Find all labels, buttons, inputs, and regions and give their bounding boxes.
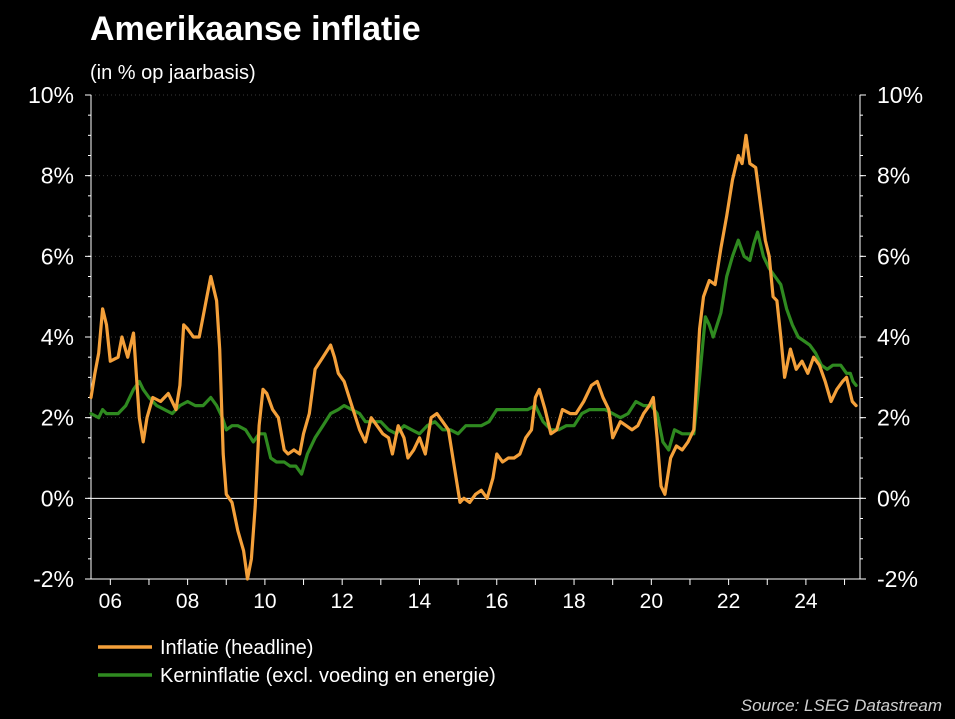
- axes: [85, 94, 866, 585]
- x-tick-label: 16: [485, 590, 508, 613]
- y-tick-label-left: -2%: [33, 566, 74, 592]
- x-tick-label: 18: [562, 590, 585, 613]
- x-tick-label: 08: [176, 590, 199, 613]
- y-tick-label-right: -2%: [877, 566, 918, 592]
- chart-subtitle: (in % op jaarbasis): [90, 62, 256, 84]
- series-line-headline: [89, 133, 858, 581]
- x-tick-label: 20: [640, 590, 663, 613]
- y-tick-label-right: 0%: [877, 485, 910, 511]
- y-axis-left-labels: -2% 0% 2% 4% 6% 8% 10%: [28, 82, 74, 592]
- chart-title: Amerikaanse inflatie: [90, 10, 421, 48]
- y-tick-label-right: 10%: [877, 82, 923, 108]
- series-lines: [89, 133, 858, 581]
- y-tick-label-left: 8%: [41, 163, 74, 189]
- x-tick-label: 12: [331, 590, 354, 613]
- x-axis-labels: 06 08 10 12 14 16 18 20 22 24: [99, 590, 818, 613]
- gridlines: [91, 94, 860, 580]
- x-tick-label: 22: [717, 590, 740, 613]
- x-tick-label: 14: [408, 590, 432, 613]
- series-line-core: [89, 230, 858, 476]
- x-tick-label: 06: [99, 590, 122, 613]
- y-tick-label-right: 4%: [877, 324, 910, 350]
- y-tick-label-left: 4%: [41, 324, 74, 350]
- legend-label: Kerninflatie (excl. voeding en energie): [160, 665, 496, 687]
- y-tick-label-left: 10%: [28, 82, 74, 108]
- y-axis-right-labels: -2% 0% 2% 4% 6% 8% 10%: [877, 82, 923, 592]
- y-tick-label-left: 0%: [41, 485, 74, 511]
- y-tick-label-right: 8%: [877, 163, 910, 189]
- y-tick-label-right: 2%: [877, 405, 910, 431]
- legend: Inflatie (headline) Kerninflatie (excl. v…: [98, 637, 496, 687]
- y-tick-label-right: 6%: [877, 243, 910, 269]
- legend-label: Inflatie (headline): [160, 637, 313, 659]
- x-tick-label: 10: [253, 590, 276, 613]
- source-note: Source: LSEG Datastream: [741, 696, 942, 715]
- x-tick-label: 24: [794, 590, 818, 613]
- y-tick-label-left: 6%: [41, 243, 74, 269]
- y-tick-label-left: 2%: [41, 405, 74, 431]
